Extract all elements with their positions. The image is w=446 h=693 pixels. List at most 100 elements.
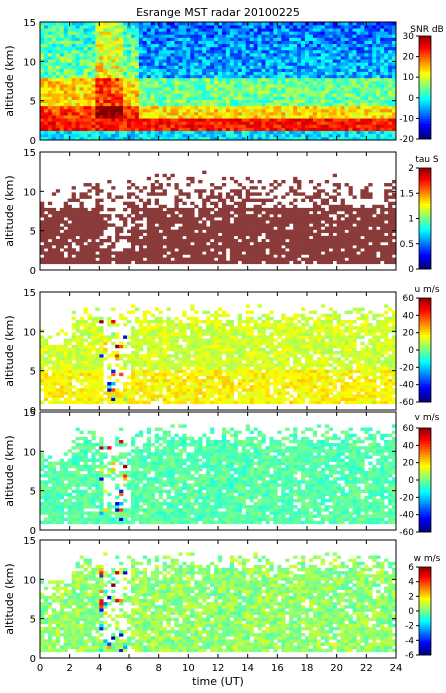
heatmap-cell: [63, 207, 68, 212]
heatmap-cell: [218, 121, 223, 125]
heatmap-cell: [364, 37, 369, 41]
heatmap-cell: [293, 207, 298, 212]
heatmap-cell: [91, 251, 96, 255]
heatmap-cell: [63, 53, 68, 57]
heatmap-cell: [178, 226, 183, 230]
heatmap-cell: [273, 28, 278, 32]
heatmap-cell: [289, 201, 294, 206]
heatmap-cell: [336, 192, 341, 196]
heatmap-cell: [301, 68, 306, 72]
heatmap-cell: [269, 56, 274, 60]
heatmap-cell: [301, 31, 306, 35]
heatmap-cell: [293, 198, 298, 202]
heatmap-cell: [142, 84, 148, 88]
heatmap-cell: [261, 40, 266, 45]
heatmap-cell: [384, 118, 389, 122]
heatmap-cell: [249, 207, 254, 212]
heatmap-cell: [178, 217, 183, 221]
heatmap-cell: [316, 25, 322, 29]
heatmap-cell: [229, 84, 235, 88]
heatmap-cell: [214, 133, 219, 138]
heatmap-cell: [285, 245, 290, 249]
heatmap-cell: [190, 223, 195, 227]
heatmap-cell: [320, 229, 326, 234]
heatmap-cell: [261, 28, 266, 32]
heatmap-cell: [174, 214, 179, 218]
heatmap-cell: [134, 223, 140, 227]
heatmap-cell: [344, 87, 349, 91]
heatmap-cell: [190, 254, 195, 258]
heatmap-cell: [384, 121, 389, 125]
heatmap-cell: [51, 59, 57, 63]
heatmap-cell: [202, 118, 207, 122]
heatmap-cell: [356, 242, 361, 246]
heatmap-cell: [340, 74, 345, 79]
heatmap-cell: [225, 53, 231, 57]
heatmap-cell: [277, 53, 282, 57]
heatmap-cell: [43, 65, 49, 69]
heatmap-cell: [376, 53, 381, 57]
heatmap-cell: [360, 31, 365, 35]
heatmap-cell: [320, 87, 326, 91]
heatmap-cell: [348, 136, 353, 140]
heatmap-cell: [372, 25, 377, 29]
heatmap-cell: [154, 108, 159, 113]
heatmap-cell: [210, 235, 215, 240]
heatmap-cell: [146, 49, 152, 54]
heatmap-cell: [142, 77, 148, 82]
heatmap-cell: [225, 235, 231, 240]
heatmap-cell: [257, 102, 262, 107]
heatmap-cell: [336, 248, 341, 252]
heatmap-cell: [261, 53, 266, 57]
heatmap-cell: [241, 112, 246, 116]
heatmap-cell: [261, 186, 266, 190]
heatmap-cell: [75, 214, 80, 218]
heatmap-cell: [123, 108, 128, 113]
heatmap-cell: [43, 232, 49, 237]
y-tick-label: 5: [30, 97, 36, 108]
heatmap-cell: [277, 118, 282, 122]
heatmap-cell: [67, 105, 72, 110]
heatmap-cell: [344, 40, 349, 45]
colorbar-swatch: [419, 113, 431, 117]
heatmap-cell: [336, 68, 341, 72]
heatmap-cell: [245, 49, 250, 54]
heatmap-cell: [285, 124, 290, 128]
heatmap-cell: [241, 74, 246, 79]
heatmap-cell: [316, 254, 322, 258]
heatmap-cell: [312, 87, 318, 91]
heatmap-cell: [150, 217, 156, 221]
heatmap-cell: [178, 77, 183, 82]
heatmap-cell: [178, 93, 183, 97]
heatmap-cell: [174, 74, 179, 79]
heatmap-cell: [376, 46, 381, 51]
heatmap-cell: [332, 65, 337, 69]
heatmap-cell: [384, 34, 389, 38]
heatmap-cell: [123, 254, 128, 258]
heatmap-cell: [158, 105, 163, 110]
heatmap-cell: [87, 136, 92, 140]
heatmap-cell: [174, 96, 179, 100]
heatmap-cell: [332, 229, 337, 234]
heatmap-cell: [182, 115, 187, 119]
heatmap-cell: [63, 235, 68, 240]
heatmap-cell: [289, 96, 294, 100]
heatmap-cell: [75, 81, 80, 85]
heatmap-cell: [123, 112, 128, 116]
heatmap-cell: [182, 124, 187, 128]
heatmap-cell: [103, 238, 108, 243]
heatmap-cell: [202, 40, 207, 45]
heatmap-cell: [336, 254, 341, 258]
heatmap-cell: [170, 65, 175, 69]
heatmap-cell: [277, 112, 282, 116]
heatmap-cell: [210, 251, 215, 255]
heatmap-cell: [336, 40, 341, 45]
heatmap-cell: [111, 121, 116, 125]
heatmap-cell: [293, 214, 298, 218]
heatmap-cell: [182, 87, 187, 91]
heatmap-cell: [103, 248, 108, 252]
heatmap-cell: [328, 102, 334, 107]
heatmap-cell: [273, 90, 278, 94]
heatmap-cell: [162, 25, 167, 29]
heatmap-cell: [269, 189, 274, 193]
